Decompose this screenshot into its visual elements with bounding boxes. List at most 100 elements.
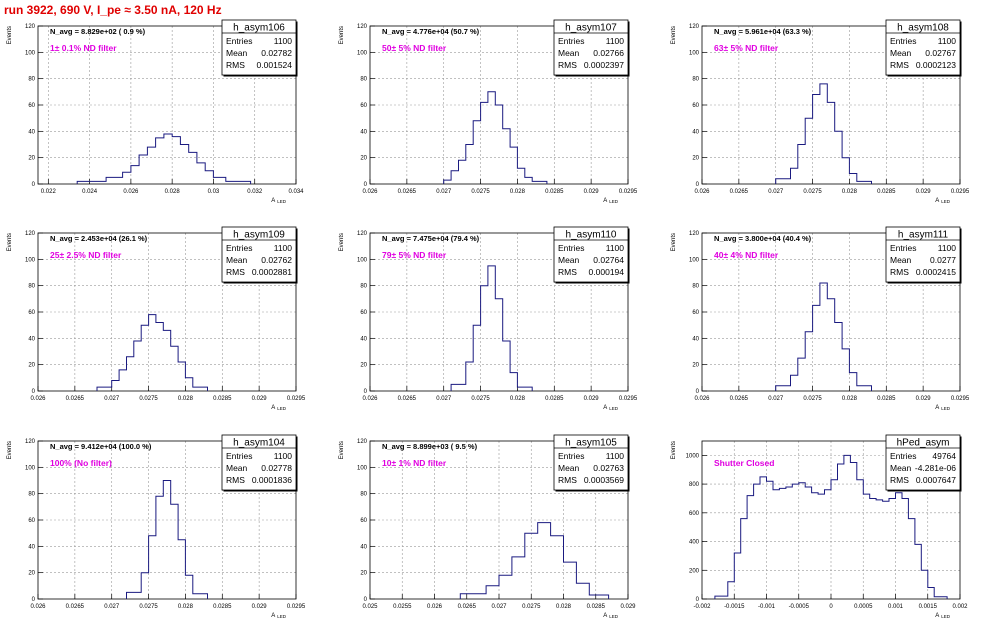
histogram-bin [178, 540, 185, 599]
x-tick-label: 0.0265 [458, 604, 477, 610]
stat-value: 1100 [938, 36, 957, 46]
y-tick-label: 20 [360, 571, 367, 577]
y-tick-label: 80 [28, 77, 35, 83]
y-tick-label: 60 [692, 310, 699, 316]
stat-label: Mean [226, 48, 248, 58]
histogram-line [126, 480, 208, 599]
x-tick-label: 0.027 [491, 604, 507, 610]
filter-label: 10± 1% ND filter [382, 458, 447, 468]
panel-h_asym106: 0.022 0.024 0.026 0.028 0.03 0.032 0.034 0 20 40 6… [7, 19, 304, 204]
y-tick-label: 60 [28, 518, 35, 524]
histogram-bin [790, 168, 797, 184]
histogram-bin [857, 181, 872, 184]
x-tick-label: 0.027 [768, 189, 784, 195]
stat-box: h_asym104 Entries 1100 Mean 0.02778 RMS 0.0001… [221, 434, 298, 492]
stat-value: 1100 [274, 36, 293, 46]
histogram-bin [488, 266, 495, 391]
x-tick-label: 0.0275 [471, 396, 490, 402]
y-tick-label: 60 [28, 310, 35, 316]
x-tick-label: 0.0005 [854, 604, 873, 610]
histogram-bin [131, 166, 139, 184]
stat-value: -4.281e-06 [915, 463, 956, 473]
navg-label: N_avg = 9.412e+04 (100.0 %) [50, 442, 152, 451]
stat-label: RMS [558, 475, 577, 485]
stat-box: h_asym108 Entries 1100 Mean 0.02767 RMS 0.0002… [885, 19, 962, 77]
histogram-bin [517, 387, 532, 391]
histogram-line [76, 133, 252, 184]
stat-box-frame [553, 434, 629, 491]
x-tick-label: 0.0265 [398, 189, 417, 195]
x-tick-label: 0.0265 [398, 396, 417, 402]
x-tick-label: 0.027 [768, 396, 784, 402]
histogram-bin [831, 480, 837, 599]
histogram-bin [172, 137, 180, 184]
y-axis-label: Events [339, 441, 345, 459]
navg-label: N_avg = 7.475e+04 (79.4 %) [382, 234, 480, 243]
y-tick-label: 0 [696, 389, 700, 395]
stat-value: 0.0002397 [584, 60, 624, 70]
stat-value: 0.02782 [261, 48, 292, 58]
stat-label: RMS [558, 267, 577, 277]
stat-box: h_asym105 Entries 1100 Mean 0.02763 RMS 0.0003… [553, 434, 630, 492]
stat-label: RMS [226, 267, 245, 277]
stat-label: RMS [558, 60, 577, 70]
histogram-bin [123, 172, 131, 184]
x-tick-label: 0.027 [436, 396, 452, 402]
histogram-bin [134, 341, 141, 391]
navg-label: N_avg = 4.776e+04 (50.7 %) [382, 27, 480, 36]
x-tick-label: 0.026 [427, 604, 443, 610]
histogram-bin [466, 362, 473, 391]
x-tick-label: 0.026 [362, 189, 378, 195]
x-axis-label: A LED [271, 613, 287, 619]
stat-label: Mean [890, 48, 912, 58]
y-tick-label: 60 [692, 103, 699, 109]
y-axis-label: Events [671, 233, 677, 251]
x-tick-label: 0.0275 [522, 604, 541, 610]
x-tick-label: 0.028 [178, 604, 194, 610]
histogram-bin [773, 490, 779, 599]
histogram-bin [876, 500, 882, 599]
stat-label: Mean [890, 255, 912, 265]
x-tick-label: 0.028 [178, 396, 194, 402]
histogram-bin [928, 588, 934, 599]
y-tick-label: 80 [360, 492, 367, 498]
x-tick-label: 0.0275 [803, 189, 822, 195]
stat-value: 1100 [274, 243, 293, 253]
histogram-bin [844, 455, 850, 599]
stat-box-frame [221, 19, 297, 76]
filter-label: 1± 0.1% ND filter [50, 43, 117, 53]
y-tick-label: 0 [364, 182, 368, 188]
histogram-bin [193, 387, 208, 391]
stat-label: Mean [558, 255, 580, 265]
histogram-bin [820, 84, 827, 184]
histogram-bin [97, 387, 112, 391]
x-tick-label: 0.0275 [139, 396, 158, 402]
histogram-bin [857, 480, 863, 599]
histogram-bin [119, 370, 126, 391]
histogram-bin [226, 181, 251, 184]
y-tick-label: 120 [25, 439, 36, 445]
histogram-name: hPed_asym [897, 438, 950, 449]
stat-value: 49764 [932, 451, 956, 461]
histogram-bin [473, 121, 480, 184]
histogram-name: h_asym104 [233, 438, 285, 449]
histogram-bin [827, 102, 834, 184]
y-axis-label: Events [339, 26, 345, 44]
x-tick-label: 0.0285 [877, 189, 896, 195]
histogram-name: h_asym111 [898, 230, 949, 241]
histogram-bin [141, 325, 148, 391]
y-tick-label: 20 [28, 571, 35, 577]
x-tick-label: 0.0255 [393, 604, 412, 610]
stat-value: 0.02763 [593, 463, 624, 473]
histogram-bin [551, 536, 564, 599]
stat-value: 1100 [606, 451, 625, 461]
x-tick-label: 0.029 [916, 189, 932, 195]
x-tick-label: 0.0295 [619, 396, 638, 402]
stat-box: h_asym111 Entries 1100 Mean 0.0277 RMS 0.00024… [885, 226, 962, 284]
histogram-bin [512, 557, 525, 599]
y-tick-label: 60 [360, 310, 367, 316]
histogram-bin [185, 575, 192, 599]
x-tick-label: 0.026 [30, 396, 46, 402]
histogram-bin [197, 163, 205, 184]
histogram-bin [451, 384, 466, 391]
